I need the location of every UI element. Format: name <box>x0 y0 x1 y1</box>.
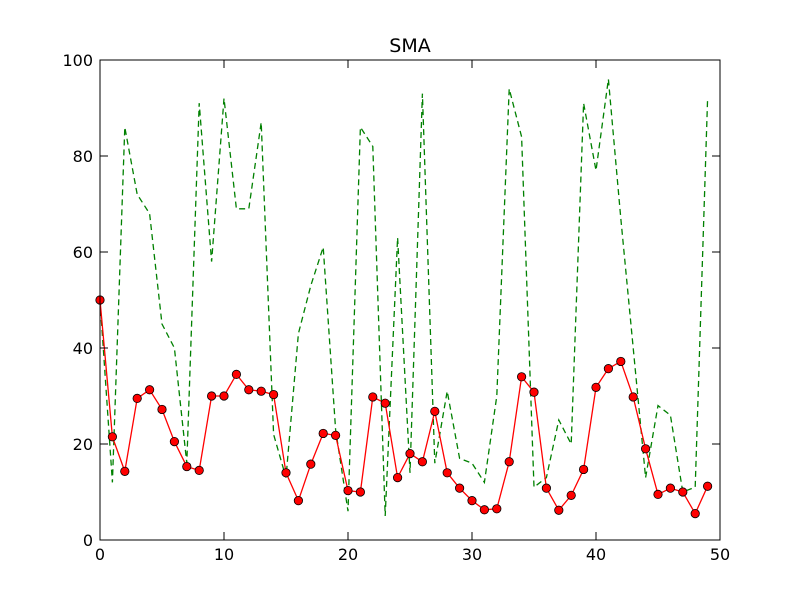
data-point <box>653 489 663 499</box>
data-point <box>368 392 378 402</box>
data-point <box>268 389 279 400</box>
x-tick-label: 40 <box>586 545 606 564</box>
data-point <box>194 465 204 475</box>
data-point <box>182 461 192 472</box>
data-point <box>355 487 365 497</box>
data-point <box>678 487 688 497</box>
data-point <box>541 483 552 493</box>
data-point <box>516 372 527 382</box>
data-point <box>504 457 514 467</box>
data-point <box>157 404 167 415</box>
data-point <box>454 483 465 493</box>
data-point <box>603 364 614 374</box>
data-point <box>566 490 576 500</box>
data-point <box>132 393 142 403</box>
data-point <box>343 485 353 496</box>
y-tick-label: 0 <box>83 531 93 550</box>
x-tick-label: 20 <box>338 545 358 564</box>
data-point <box>690 508 700 519</box>
data-point <box>330 430 341 440</box>
data-point <box>145 385 155 395</box>
data-point <box>417 457 427 467</box>
data-point <box>281 468 291 478</box>
data-point <box>120 466 130 476</box>
data-point <box>529 387 539 397</box>
chart-title: SMA <box>389 35 430 57</box>
y-tick-label: 100 <box>62 51 93 70</box>
data-point <box>405 448 415 459</box>
data-point <box>392 472 403 483</box>
data-point <box>107 432 118 442</box>
x-tick-label: 10 <box>214 545 234 564</box>
ticks-layer: 0 10 20 30 40 50 0 20 40 60 80 100 <box>62 51 730 564</box>
data-point <box>430 406 440 416</box>
data-point <box>492 504 502 514</box>
data-point <box>479 505 489 515</box>
data-point <box>207 391 217 401</box>
series-layer <box>95 79 713 519</box>
data-point <box>318 428 328 439</box>
x-tick-label: 30 <box>462 545 482 564</box>
data-point <box>306 459 316 469</box>
plot-frame <box>99 59 721 541</box>
data-point <box>640 444 651 454</box>
data-point <box>231 369 241 379</box>
y-tick-label: 20 <box>73 435 93 454</box>
data-point <box>628 392 638 402</box>
x-tick-label: 50 <box>710 545 730 564</box>
data-point <box>293 496 303 506</box>
y-tick-label: 80 <box>73 147 93 166</box>
data-point <box>244 385 254 395</box>
data-point <box>578 464 589 475</box>
x-tick-label: 0 <box>95 545 105 564</box>
data-point <box>554 505 564 515</box>
plot-area <box>100 60 720 540</box>
y-tick-label: 60 <box>73 243 93 262</box>
data-point <box>591 382 601 392</box>
data-point <box>219 391 229 401</box>
data-point <box>380 398 390 408</box>
data-point <box>442 468 452 478</box>
data-point <box>616 356 626 367</box>
data-point <box>256 386 266 396</box>
y-tick-label: 40 <box>73 339 93 358</box>
data-point <box>665 483 676 493</box>
data-point <box>702 481 713 491</box>
series-line-dashed <box>99 79 709 517</box>
data-point <box>467 496 477 506</box>
data-point <box>169 436 179 447</box>
